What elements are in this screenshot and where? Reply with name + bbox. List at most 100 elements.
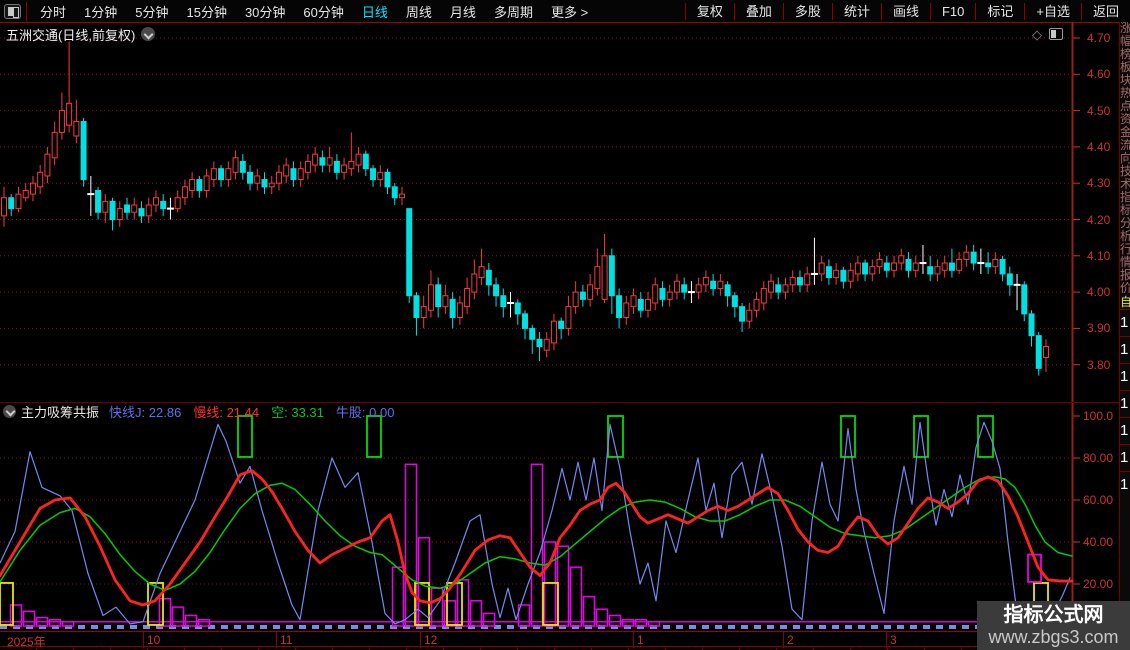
indicator-name[interactable]: 主力吸筹共振 <box>21 405 100 420</box>
chip-bar <box>48 618 62 627</box>
multistock-button[interactable]: 多股 <box>782 2 832 20</box>
candle-down <box>239 160 246 173</box>
split-pane-icon[interactable] <box>1049 28 1063 40</box>
add-watchlist-button[interactable]: +自选 <box>1024 2 1081 20</box>
clipped-panel-char: 分 <box>1120 217 1130 230</box>
indicator-pane[interactable] <box>0 403 1130 631</box>
green-signal-box <box>237 415 253 458</box>
candle-down <box>384 171 391 188</box>
chip-bar <box>634 618 648 627</box>
chip-bar <box>517 604 531 627</box>
clipped-panel-char: 点 <box>1120 100 1130 113</box>
price-label: 4.30 <box>1087 176 1111 191</box>
candle-down <box>124 204 131 213</box>
candle-up <box>37 171 44 188</box>
tab-multi-period[interactable]: 多周期 <box>493 4 533 20</box>
candle-up <box>152 197 159 206</box>
candle-down <box>985 262 992 268</box>
candle-up <box>102 200 109 213</box>
candle-up <box>934 266 941 275</box>
candle-up <box>15 193 22 210</box>
date-label: 12 <box>424 633 438 647</box>
candle-up <box>941 262 948 271</box>
f10-button[interactable]: F10 <box>929 2 975 20</box>
month-boundary <box>783 632 784 648</box>
tab-1min[interactable]: 1分钟 <box>84 4 118 20</box>
candle-up <box>116 208 123 221</box>
tab-fenshi[interactable]: 分时 <box>40 4 67 20</box>
tab-daily-active[interactable]: 日线 <box>361 4 388 20</box>
stats-button[interactable]: 统计 <box>831 2 881 20</box>
tab-5min[interactable]: 5分钟 <box>135 4 169 20</box>
candle-down <box>1021 284 1028 315</box>
candle-up <box>789 277 796 286</box>
tab-monthly[interactable]: 月线 <box>449 4 476 20</box>
candle-up <box>326 157 333 166</box>
price-label: 4.70 <box>1087 31 1111 45</box>
chip-bar <box>556 545 570 627</box>
candle-up <box>818 262 825 275</box>
candle-up <box>550 320 557 344</box>
tab-60min[interactable]: 60分钟 <box>303 4 344 20</box>
candle-down <box>160 200 167 210</box>
date-label: 1 <box>637 633 644 647</box>
month-boundary <box>276 632 277 648</box>
bottom-clipped-pane <box>0 648 1119 650</box>
candle-up <box>304 160 311 173</box>
candle-down <box>500 295 507 308</box>
indicator-field-niugu: 牛股: 0.00 <box>335 405 395 420</box>
candle-down <box>1035 335 1042 369</box>
chip-bar <box>184 614 198 627</box>
clipped-panel-char: 术 <box>1120 178 1130 191</box>
tab-30min[interactable]: 30分钟 <box>244 4 286 20</box>
clipped-panel-char: 金 <box>1120 126 1130 139</box>
month-boundary <box>143 632 144 648</box>
back-button[interactable]: 返回 <box>1080 2 1130 20</box>
candle-up <box>348 160 355 170</box>
fuquan-button[interactable]: 复权 <box>684 2 734 20</box>
mark-button[interactable]: 标记 <box>975 2 1024 20</box>
candle-up <box>912 262 919 271</box>
drawline-button[interactable]: 画线 <box>880 2 930 20</box>
chevron-down-icon[interactable] <box>141 27 156 41</box>
diamond-icon[interactable]: ◇ <box>1032 26 1042 42</box>
chip-bar <box>443 600 457 627</box>
tab-15min[interactable]: 15分钟 <box>186 4 227 20</box>
trend-green-line <box>0 476 1073 592</box>
yellow-signal-box <box>0 582 14 626</box>
tab-more[interactable]: 更多 > <box>550 4 589 20</box>
green-signal-box <box>366 415 382 458</box>
candle-down <box>1006 273 1013 286</box>
tab-weekly[interactable]: 周线 <box>405 4 432 20</box>
menu-divider <box>26 1 27 21</box>
candle-up <box>427 284 434 311</box>
candle-down <box>529 327 536 340</box>
clipped-panel-char: 榜 <box>1120 48 1130 61</box>
candle-down <box>406 208 413 297</box>
clipped-quote-row: 1 <box>1120 336 1130 363</box>
candle-down <box>435 284 442 308</box>
candle-up <box>753 298 760 311</box>
candle-down <box>370 168 377 181</box>
candle-up <box>717 280 724 289</box>
candle-up <box>225 168 232 181</box>
candle-down <box>196 179 203 191</box>
candle-down <box>521 313 528 329</box>
candle-down <box>840 269 847 282</box>
candle-up <box>442 295 449 308</box>
candle-up <box>471 273 478 293</box>
price-label: 4.60 <box>1087 67 1111 82</box>
indicator-collapse-icon[interactable] <box>3 405 16 418</box>
right-clipped-panel: 涨幅榜板块热点资金流向技术指标分析行情报价自1111111 <box>1119 22 1130 601</box>
candle-up <box>963 251 970 260</box>
candle-down <box>493 284 500 297</box>
chip-bar <box>197 618 211 627</box>
clipped-panel-char: 板 <box>1120 61 1130 74</box>
candle-down <box>218 168 225 181</box>
clipped-quote-row: 1 <box>1120 363 1130 390</box>
date-axis[interactable]: 2025年 10 11 12 1 2 3 <box>0 631 1130 649</box>
candle-down <box>8 197 15 210</box>
overlay-button[interactable]: 叠加 <box>733 2 783 20</box>
main-candlestick-chart[interactable] <box>0 22 1130 403</box>
window-layout-icon[interactable] <box>4 3 21 19</box>
